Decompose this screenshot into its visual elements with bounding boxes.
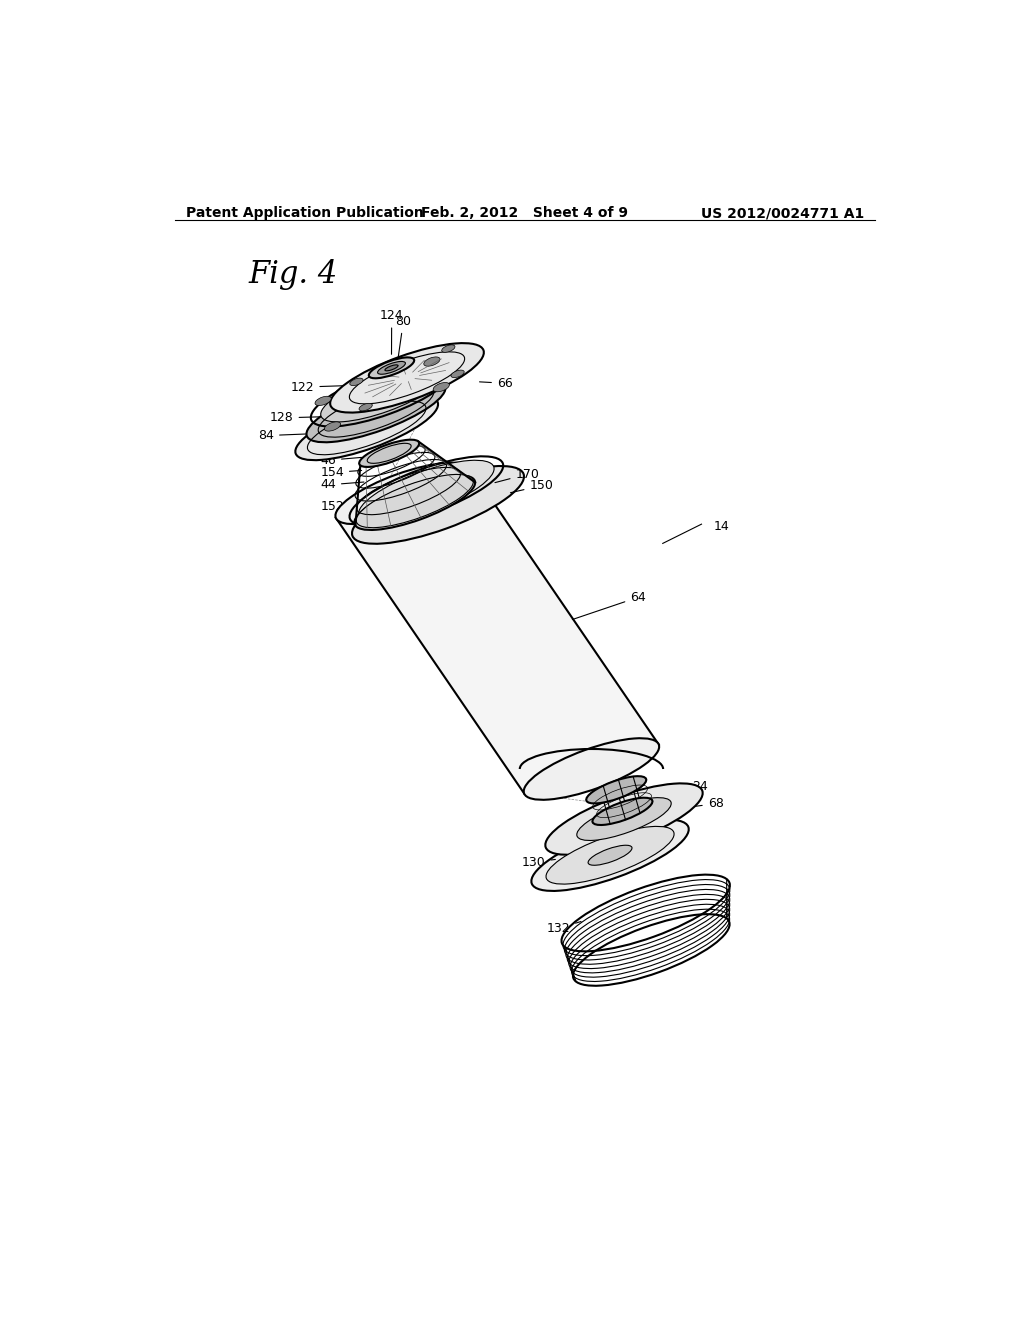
Ellipse shape — [588, 845, 632, 866]
Ellipse shape — [325, 422, 341, 432]
Text: 150: 150 — [510, 479, 553, 492]
Ellipse shape — [369, 358, 414, 379]
Text: 124: 124 — [380, 309, 403, 354]
Ellipse shape — [359, 440, 419, 467]
Ellipse shape — [441, 345, 455, 352]
Text: 170: 170 — [495, 467, 540, 483]
Ellipse shape — [358, 461, 495, 521]
Ellipse shape — [321, 366, 443, 422]
Text: 132: 132 — [547, 921, 581, 935]
Text: 24: 24 — [673, 780, 708, 793]
Ellipse shape — [531, 820, 689, 891]
Ellipse shape — [330, 343, 484, 413]
Ellipse shape — [295, 396, 438, 461]
Ellipse shape — [523, 738, 659, 800]
Ellipse shape — [546, 826, 674, 884]
Text: 152: 152 — [321, 500, 361, 513]
Text: 154: 154 — [321, 466, 361, 479]
Polygon shape — [336, 469, 658, 793]
Ellipse shape — [359, 404, 373, 411]
Ellipse shape — [385, 364, 398, 371]
Text: 64: 64 — [572, 591, 646, 619]
Ellipse shape — [360, 441, 418, 466]
Ellipse shape — [352, 466, 524, 544]
Ellipse shape — [577, 797, 671, 841]
Text: 68: 68 — [689, 797, 724, 810]
Ellipse shape — [593, 797, 652, 825]
Text: 46: 46 — [321, 454, 361, 467]
Ellipse shape — [433, 383, 450, 392]
Ellipse shape — [424, 356, 440, 366]
Text: 130: 130 — [521, 855, 555, 869]
Ellipse shape — [356, 474, 473, 528]
Ellipse shape — [378, 362, 406, 375]
Text: US 2012/0024771 A1: US 2012/0024771 A1 — [701, 206, 864, 220]
Text: Feb. 2, 2012   Sheet 4 of 9: Feb. 2, 2012 Sheet 4 of 9 — [421, 206, 629, 220]
Text: Fig. 4: Fig. 4 — [248, 259, 337, 289]
Text: 14: 14 — [714, 520, 730, 533]
Text: Patent Application Publication: Patent Application Publication — [186, 206, 424, 220]
Text: 128: 128 — [270, 412, 335, 425]
Ellipse shape — [586, 776, 646, 804]
Text: 66: 66 — [479, 376, 513, 389]
Ellipse shape — [336, 462, 471, 524]
Text: 84: 84 — [258, 429, 321, 442]
Text: 122: 122 — [291, 380, 346, 393]
Text: 44: 44 — [321, 478, 364, 491]
Text: 80: 80 — [395, 314, 412, 358]
Ellipse shape — [354, 475, 475, 529]
Ellipse shape — [546, 783, 702, 855]
Ellipse shape — [315, 396, 331, 405]
Ellipse shape — [451, 370, 464, 378]
Ellipse shape — [350, 378, 364, 385]
Ellipse shape — [306, 380, 445, 442]
